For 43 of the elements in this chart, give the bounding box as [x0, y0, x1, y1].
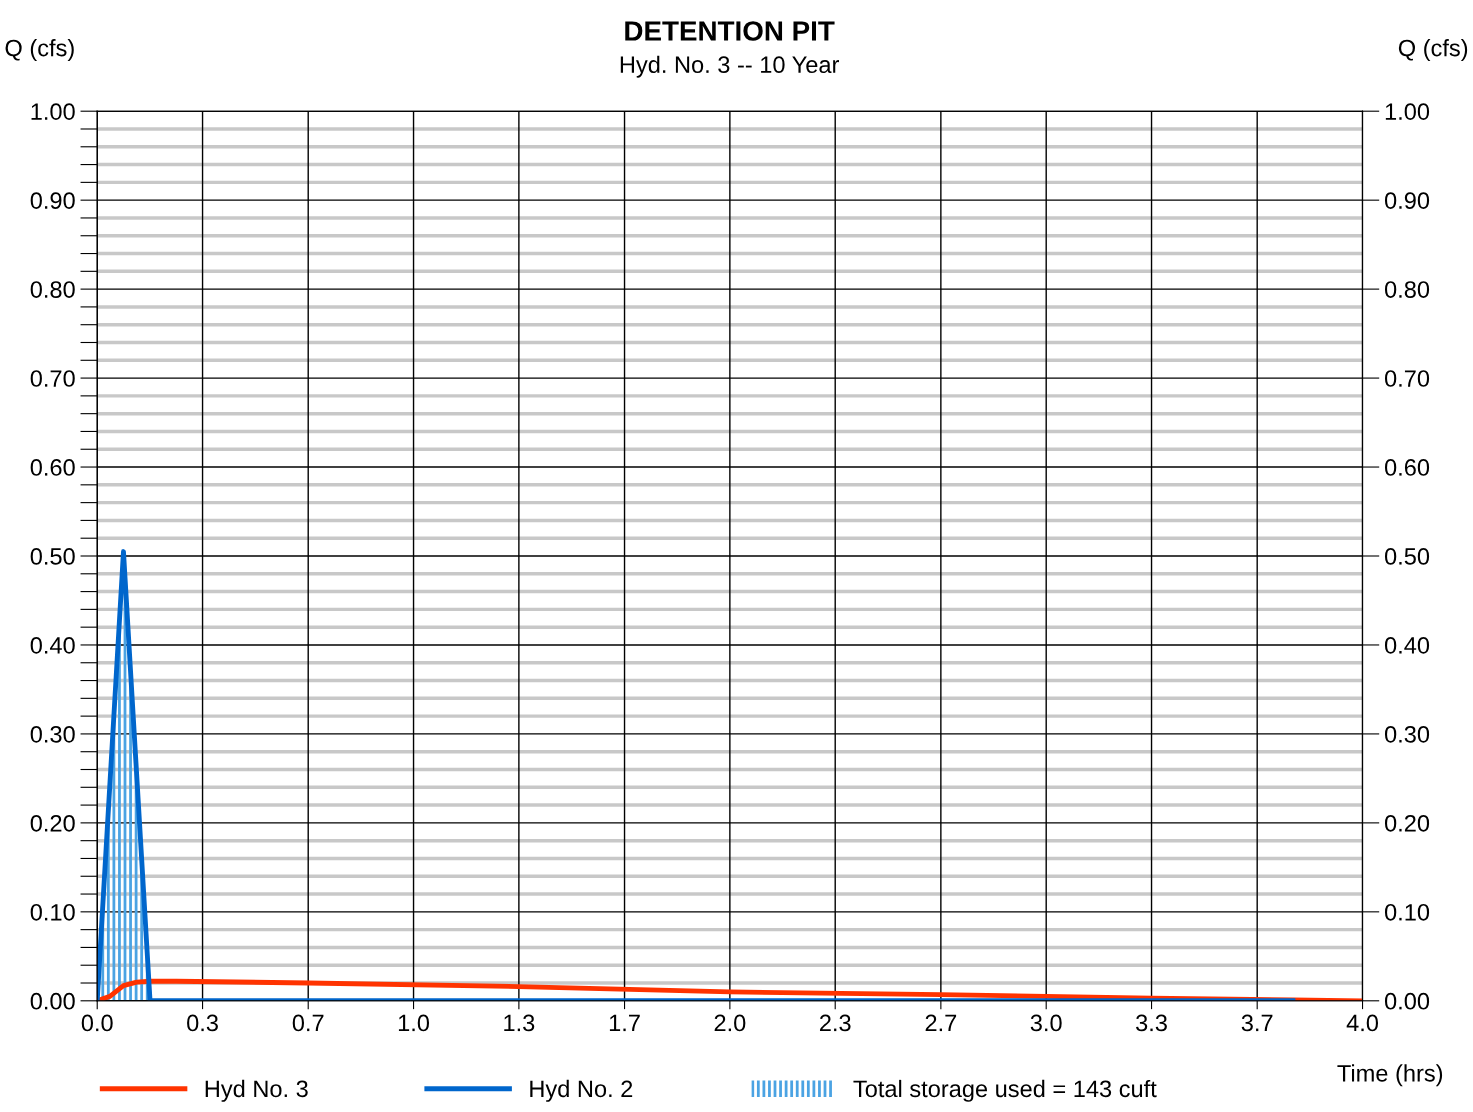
y2-tick-label: 0.00	[1384, 992, 1430, 1010]
y2-tick-label: 0.30	[1384, 725, 1430, 743]
y-tick-label: 1.00	[31, 103, 75, 120]
y-tick-label: 0.30	[30, 725, 75, 743]
y2-tick-label: 0.20	[1384, 814, 1430, 832]
x-tick-label: 3.3	[1136, 1014, 1167, 1032]
y-tick-label: 0.50	[30, 548, 75, 565]
y2-tick-label: 0.40	[1384, 637, 1430, 654]
y-tick-label: 0.60	[30, 459, 75, 476]
legend-label: Total storage used = 143 cuft	[853, 1079, 1157, 1102]
y-tick-label: 0.00	[30, 992, 75, 1010]
x-tick-label: 3.0	[1030, 1014, 1062, 1032]
y-tick-label: 0.70	[30, 370, 75, 387]
y-tick-label: 0.90	[30, 192, 75, 209]
legend-label: Hyd No. 3	[205, 1079, 308, 1102]
y-tick-label: 0.80	[30, 281, 75, 298]
y2-tick-label: 0.90	[1384, 192, 1430, 209]
y-tick-label: 0.40	[30, 637, 75, 654]
x-tick-label: 2.7	[925, 1014, 957, 1032]
y-tick-label: 0.20	[30, 814, 75, 832]
legend-label: Hyd No. 2	[530, 1079, 633, 1102]
x-tick-label: 2.3	[819, 1014, 851, 1032]
x-tick-label: 0.3	[187, 1014, 218, 1032]
chart-subtitle: Hyd. No. 3 -- 10 Year	[620, 55, 840, 78]
x-axis-title: Time (hrs)	[1337, 1064, 1443, 1087]
y2-tick-label: 0.70	[1384, 370, 1430, 387]
x-tick-label: 3.7	[1241, 1014, 1273, 1032]
y-axis-title: Q (cfs)	[5, 39, 74, 62]
y2-tick-label: 0.10	[1384, 903, 1430, 921]
y-tick-label: 0.10	[30, 903, 75, 921]
x-tick-label: 1.7	[609, 1014, 640, 1032]
y2-tick-label: 0.60	[1384, 459, 1430, 476]
x-tick-label: 0.0	[81, 1014, 113, 1032]
y2-tick-label: 1.00	[1385, 103, 1430, 120]
chart-title: DETENTION PIT	[625, 21, 835, 41]
x-tick-label: 1.3	[504, 1014, 535, 1032]
y2-axis-title: Q (cfs)	[1398, 39, 1468, 62]
x-tick-label: 2.0	[714, 1014, 746, 1032]
x-tick-label: 4.0	[1346, 1014, 1379, 1032]
y2-tick-label: 0.50	[1384, 548, 1430, 565]
y2-tick-label: 0.80	[1384, 281, 1430, 298]
x-tick-label: 0.7	[292, 1014, 324, 1032]
x-tick-label: 1.0	[398, 1014, 430, 1032]
